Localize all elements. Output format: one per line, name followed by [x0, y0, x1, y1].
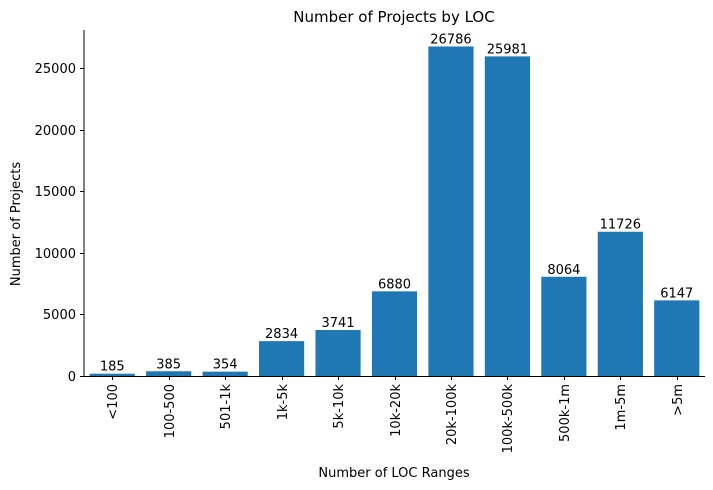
- data-label-3: 2834: [265, 327, 298, 342]
- bar-3: [259, 341, 305, 376]
- data-label-1: 385: [156, 357, 181, 372]
- bar-8: [541, 276, 587, 376]
- data-label-4: 3741: [322, 316, 355, 331]
- y-axis: 0 5000 10000 15000 20000 25000: [35, 30, 85, 385]
- bar-1: [146, 371, 192, 376]
- data-label-10: 6147: [660, 286, 693, 301]
- bar-4: [315, 329, 361, 376]
- data-label-6: 26786: [430, 32, 471, 47]
- x-tick-label-6: 20k-100k: [445, 384, 460, 446]
- y-tick-label-5: 25000: [35, 62, 76, 77]
- x-tick-label-9: 1m-5m: [614, 384, 629, 431]
- x-tick-label-5: 10k-20k: [389, 384, 404, 437]
- x-tick-label-10: >5m: [671, 384, 686, 416]
- x-tick-label-2: 501-1k: [219, 384, 234, 430]
- x-axis: <100 100-500 501-1k 1k-5k 5k-10k 10k-20k 20k-1…: [84, 376, 705, 453]
- data-label-8: 8064: [547, 263, 580, 278]
- data-label-0: 185: [100, 360, 125, 375]
- y-tick-label-1: 5000: [43, 308, 76, 323]
- y-tick-label-3: 15000: [35, 185, 76, 200]
- y-tick-label-0: 0: [68, 370, 76, 385]
- x-tick-label-7: 100k-500k: [501, 384, 516, 454]
- x-tick-label-8: 500k-1m: [558, 384, 573, 442]
- bar-0: [89, 373, 135, 376]
- bar-6: [428, 46, 474, 376]
- x-tick-label-0: <100: [106, 384, 121, 420]
- bar-10: [654, 300, 700, 376]
- data-label-7: 25981: [487, 42, 528, 57]
- bar-7: [484, 56, 530, 376]
- x-tick-label-1: 100-500: [163, 384, 178, 438]
- y-tick-label-4: 20000: [35, 124, 76, 139]
- y-axis-title: Number of Projects: [9, 162, 24, 286]
- bars-layer: [89, 46, 700, 376]
- bar-9: [597, 231, 643, 376]
- y-tick-label-2: 10000: [35, 247, 76, 262]
- x-axis-title: Number of LOC Ranges: [318, 466, 469, 481]
- data-label-2: 354: [213, 358, 238, 373]
- chart-title: Number of Projects by LOC: [293, 8, 494, 26]
- data-label-5: 6880: [378, 277, 411, 292]
- bar-2: [202, 371, 248, 376]
- x-tick-label-4: 5k-10k: [332, 384, 347, 429]
- data-labels-layer: 185 385 354 2834 3741 6880 26786 25981 8064 11726…: [100, 32, 694, 374]
- x-tick-label-3: 1k-5k: [276, 384, 291, 421]
- data-label-9: 11726: [600, 218, 641, 233]
- bar-5: [371, 291, 418, 376]
